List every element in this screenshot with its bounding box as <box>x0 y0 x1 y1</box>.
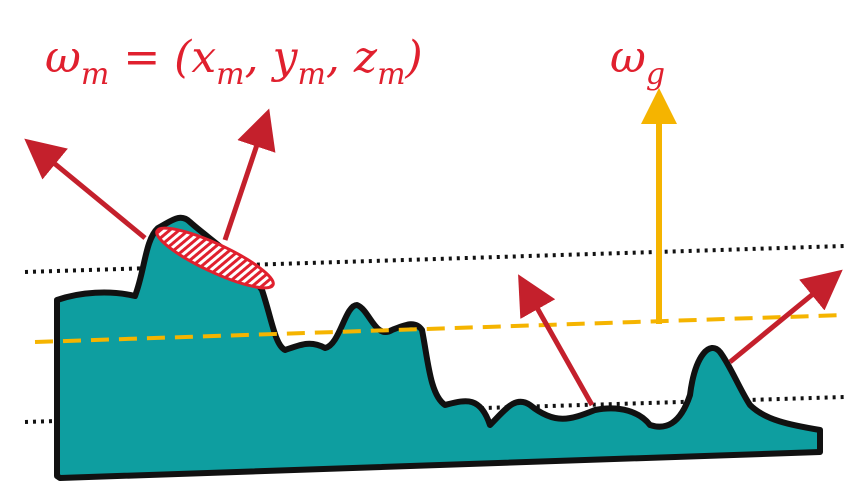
label-text: ω <box>45 32 81 83</box>
label-text: , z <box>326 32 378 83</box>
rough-surface <box>57 218 820 478</box>
label-text: ω <box>610 32 646 83</box>
microfacet-normal-label: ωm = (xm, ym, zm) <box>45 32 423 92</box>
subscript: m <box>377 57 405 92</box>
subscript: g <box>646 57 665 92</box>
subscript: m <box>81 57 109 92</box>
subscript: m <box>216 57 244 92</box>
label-text: ) <box>405 32 423 83</box>
diagram: ωm = (xm, ym, zm) ωg <box>0 0 845 482</box>
label-text: = (x <box>109 32 216 83</box>
subscript: m <box>297 57 325 92</box>
normal-arrow <box>225 118 266 240</box>
label-text: , y <box>245 32 299 83</box>
normal-arrow <box>523 283 592 405</box>
page: ωm = (xm, ym, zm) ωg (() => { const data… <box>0 0 845 482</box>
geometric-normal-label: ωg <box>610 32 665 92</box>
normal-arrow <box>32 145 145 238</box>
